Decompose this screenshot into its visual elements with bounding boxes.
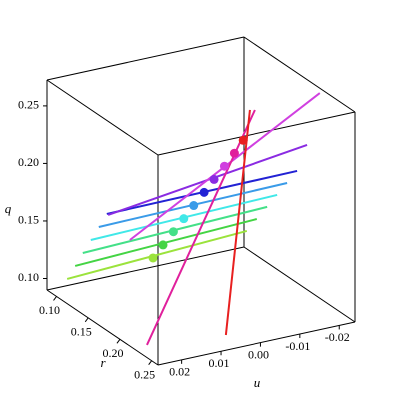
box-edge <box>157 111 356 156</box>
box-edge <box>46 246 245 291</box>
series-point <box>168 227 178 237</box>
z-tick-label: 0.20 <box>18 155 39 169</box>
series-point <box>199 187 209 197</box>
x-tick-label: -0.01 <box>285 339 310 353</box>
series-point <box>179 214 189 224</box>
series-line <box>66 229 248 280</box>
y-tick-label: 0.20 <box>102 346 123 360</box>
x-tick-label: 0.01 <box>209 356 230 370</box>
y-tick-label: 0.15 <box>71 325 92 339</box>
y-tick-label: 0.25 <box>134 367 155 381</box>
z-tick-label: 0.10 <box>18 270 39 284</box>
y-tick-label: 0.10 <box>39 303 60 317</box>
x-tick-label: 0.02 <box>169 365 190 379</box>
series-line <box>146 109 256 346</box>
series-point <box>238 135 248 145</box>
axes-box <box>46 36 356 366</box>
plot-area <box>66 92 321 346</box>
x-tick-label: 0.00 <box>248 347 269 361</box>
series-point <box>148 253 158 263</box>
series-point <box>229 148 239 158</box>
series-point <box>158 240 168 250</box>
series-line <box>224 109 251 336</box>
z-axis-title: q <box>5 201 12 216</box>
box-edge <box>157 321 356 366</box>
box-edge <box>46 79 159 156</box>
series-point <box>209 174 219 184</box>
series-point <box>219 161 229 171</box>
y-tick <box>84 317 89 323</box>
y-tick <box>148 360 153 366</box>
box-edge <box>46 36 245 81</box>
y-tick <box>116 338 121 344</box>
x-axis-title: u <box>254 375 261 390</box>
y-tick <box>53 296 57 301</box>
box-edge <box>46 289 159 366</box>
series-point <box>189 201 199 211</box>
y-axis-title: r <box>100 355 106 370</box>
x-tick-label: -0.02 <box>325 330 350 344</box>
ticks: 0.10 0.15 0.20 0.25 0.10 0.15 0.20 0.25 0.02 0.01… <box>18 98 350 382</box>
box-edge <box>243 36 356 113</box>
z-tick-label: 0.25 <box>18 98 39 112</box>
z-tick-label: 0.15 <box>18 213 39 227</box>
box-edge <box>243 246 356 323</box>
